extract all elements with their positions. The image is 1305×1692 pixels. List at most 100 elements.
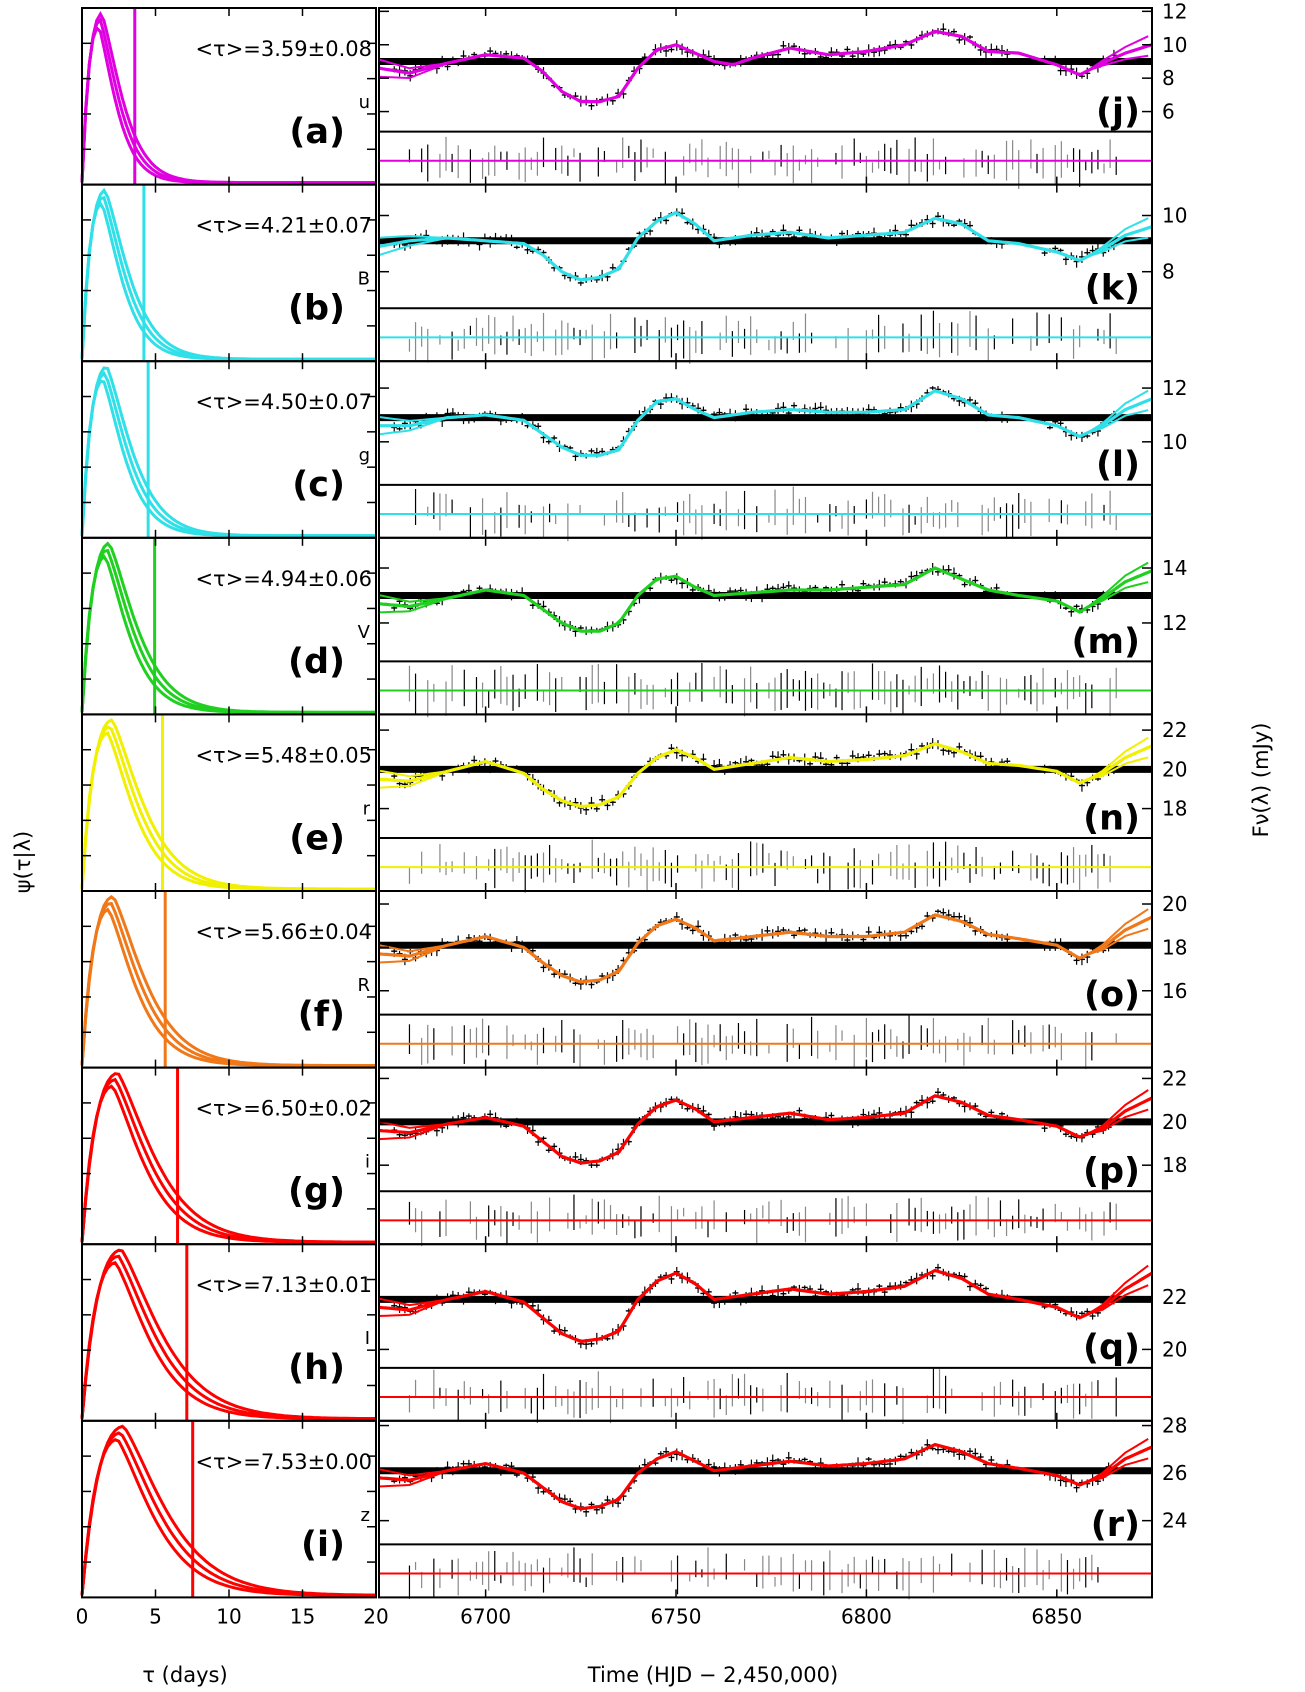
lc-ytick-label: 28 <box>1162 1414 1187 1438</box>
lc-panel-label: (r) <box>1091 1505 1140 1545</box>
mean-tau-text-g: <τ>=4.50±0.07 <box>195 390 372 414</box>
transfer-function-curve-z <box>80 1424 376 1597</box>
transfer-function-curve-i <box>80 1072 376 1244</box>
model-envelope-i <box>378 1089 1149 1164</box>
model-envelope-B <box>378 211 1149 281</box>
lc-ytick-label: 14 <box>1162 556 1187 580</box>
tf-panel-frame <box>81 1066 377 1246</box>
lc-panel-frame <box>378 1419 1153 1599</box>
tf-xtick-label: 15 <box>290 1604 315 1628</box>
x-axis-label-time: Time (HJD − 2,450,000) <box>587 1663 838 1687</box>
model-lightcurve-V <box>378 566 1153 633</box>
tf-xtick-label: 20 <box>363 1604 388 1628</box>
lc-panel-label: (m) <box>1072 622 1140 662</box>
model-envelope-V <box>378 561 1149 633</box>
band-label-g: g <box>359 445 370 466</box>
lc-panel-frame <box>378 360 1153 539</box>
model-envelope-u <box>378 30 1149 103</box>
model-lightcurve-I <box>378 1268 1153 1344</box>
tf-panel-label: (a) <box>289 112 345 152</box>
mean-tau-text-V: <τ>=4.94±0.06 <box>195 567 372 591</box>
lc-ytick-label: 6 <box>1162 100 1175 124</box>
tf-panel-frame <box>81 1419 377 1599</box>
tf-panel-label: (e) <box>289 818 345 858</box>
tf-panel-label: (g) <box>288 1172 345 1212</box>
band-label-u: u <box>359 92 370 113</box>
lc-panel-label: (q) <box>1083 1328 1140 1368</box>
lc-panel-label: (n) <box>1083 798 1140 838</box>
lc-ytick-label: 24 <box>1162 1509 1187 1533</box>
mean-tau-text-I: <τ>=7.13±0.01 <box>195 1273 372 1297</box>
model-lightcurve-i <box>378 1094 1153 1165</box>
band-label-i: i <box>365 1152 370 1173</box>
band-label-R: R <box>357 975 370 996</box>
model-envelope-z <box>378 1438 1149 1510</box>
lc-ytick-label: 20 <box>1162 757 1187 781</box>
lc-ytick-label: 12 <box>1162 611 1187 635</box>
lc-ytick-label: 8 <box>1162 260 1175 284</box>
mean-tau-text-u: <τ>=3.59±0.08 <box>195 37 372 61</box>
model-envelope-V <box>378 566 1149 633</box>
tf-panel-frame <box>81 713 377 893</box>
lc-ytick-label: 18 <box>1162 797 1187 821</box>
model-envelope-u <box>378 30 1149 103</box>
lc-panel-label: (k) <box>1085 269 1140 309</box>
tf-panel-label: (d) <box>288 642 345 682</box>
lc-ytick-label: 18 <box>1162 935 1187 959</box>
band-label-I: I <box>365 1328 370 1349</box>
lc-ytick-label: 26 <box>1162 1461 1187 1485</box>
mean-tau-text-B: <τ>=4.21±0.07 <box>195 214 372 238</box>
tf-panel-frame <box>81 7 377 186</box>
model-envelope-I <box>378 1269 1149 1343</box>
mean-tau-text-z: <τ>=7.53±0.00 <box>195 1450 372 1474</box>
tf-panel-label: (h) <box>288 1348 345 1388</box>
lc-ytick-label: 18 <box>1162 1153 1187 1177</box>
labels-layer: <τ>=3.59±0.08 u (a) (j) 6 8 10 12 <τ>=4.21±0.07 B… <box>76 0 1188 1628</box>
model-envelope-g <box>378 389 1149 457</box>
band-label-r: r <box>363 798 371 819</box>
model-envelope-r <box>378 742 1149 808</box>
tf-xtick-label: 0 <box>76 1604 89 1628</box>
plot-lines-layer <box>80 8 1153 1600</box>
model-lightcurve-z <box>378 1442 1153 1511</box>
lc-ytick-label: 10 <box>1162 430 1187 454</box>
x-axis-label-tau: τ (days) <box>142 1663 227 1687</box>
band-label-V: V <box>358 622 371 643</box>
model-envelope-r <box>378 736 1149 808</box>
lc-ytick-label: 10 <box>1162 204 1187 228</box>
lc-ytick-label: 12 <box>1162 376 1187 400</box>
model-envelope-I <box>378 1264 1149 1343</box>
lc-ytick-label: 20 <box>1162 1337 1187 1361</box>
lc-xtick-label: 6700 <box>460 1604 511 1628</box>
band-label-B: B <box>358 269 370 290</box>
lc-panel-label: (j) <box>1096 92 1140 132</box>
y-axis-label-flux: Fν(λ) (mJy) <box>1249 723 1273 838</box>
tick-marks-layer <box>81 8 1152 1598</box>
lc-ytick-label: 16 <box>1162 979 1187 1003</box>
band-label-z: z <box>361 1505 370 1526</box>
lc-ytick-label: 8 <box>1162 66 1175 90</box>
model-envelope-g <box>378 389 1149 457</box>
lc-ytick-label: 10 <box>1162 33 1187 57</box>
tf-xtick-label: 5 <box>149 1604 162 1628</box>
lc-panel-frame <box>378 1243 1153 1422</box>
lc-ytick-label: 22 <box>1162 1066 1187 1090</box>
lc-ytick-label: 12 <box>1162 0 1187 23</box>
model-lightcurve-B <box>378 210 1153 282</box>
tf-panel-label: (c) <box>292 465 345 505</box>
lc-xtick-label: 6800 <box>841 1604 892 1628</box>
mean-tau-text-r: <τ>=5.48±0.05 <box>195 743 372 767</box>
transfer-function-curve-I <box>80 1248 376 1421</box>
lc-ytick-label: 22 <box>1162 1285 1187 1309</box>
model-lightcurve-r <box>378 742 1153 809</box>
tf-xtick-label: 10 <box>216 1604 241 1628</box>
lc-xtick-label: 6850 <box>1031 1604 1082 1628</box>
model-lightcurve-g <box>379 389 1153 457</box>
lc-ytick-label: 22 <box>1162 718 1187 742</box>
model-envelope-i <box>378 1094 1149 1164</box>
lc-ytick-label: 20 <box>1162 892 1187 916</box>
tf-panel-label: (f) <box>298 995 345 1035</box>
mean-tau-text-R: <τ>=5.66±0.04 <box>195 920 372 944</box>
lc-xtick-label: 6750 <box>651 1604 702 1628</box>
